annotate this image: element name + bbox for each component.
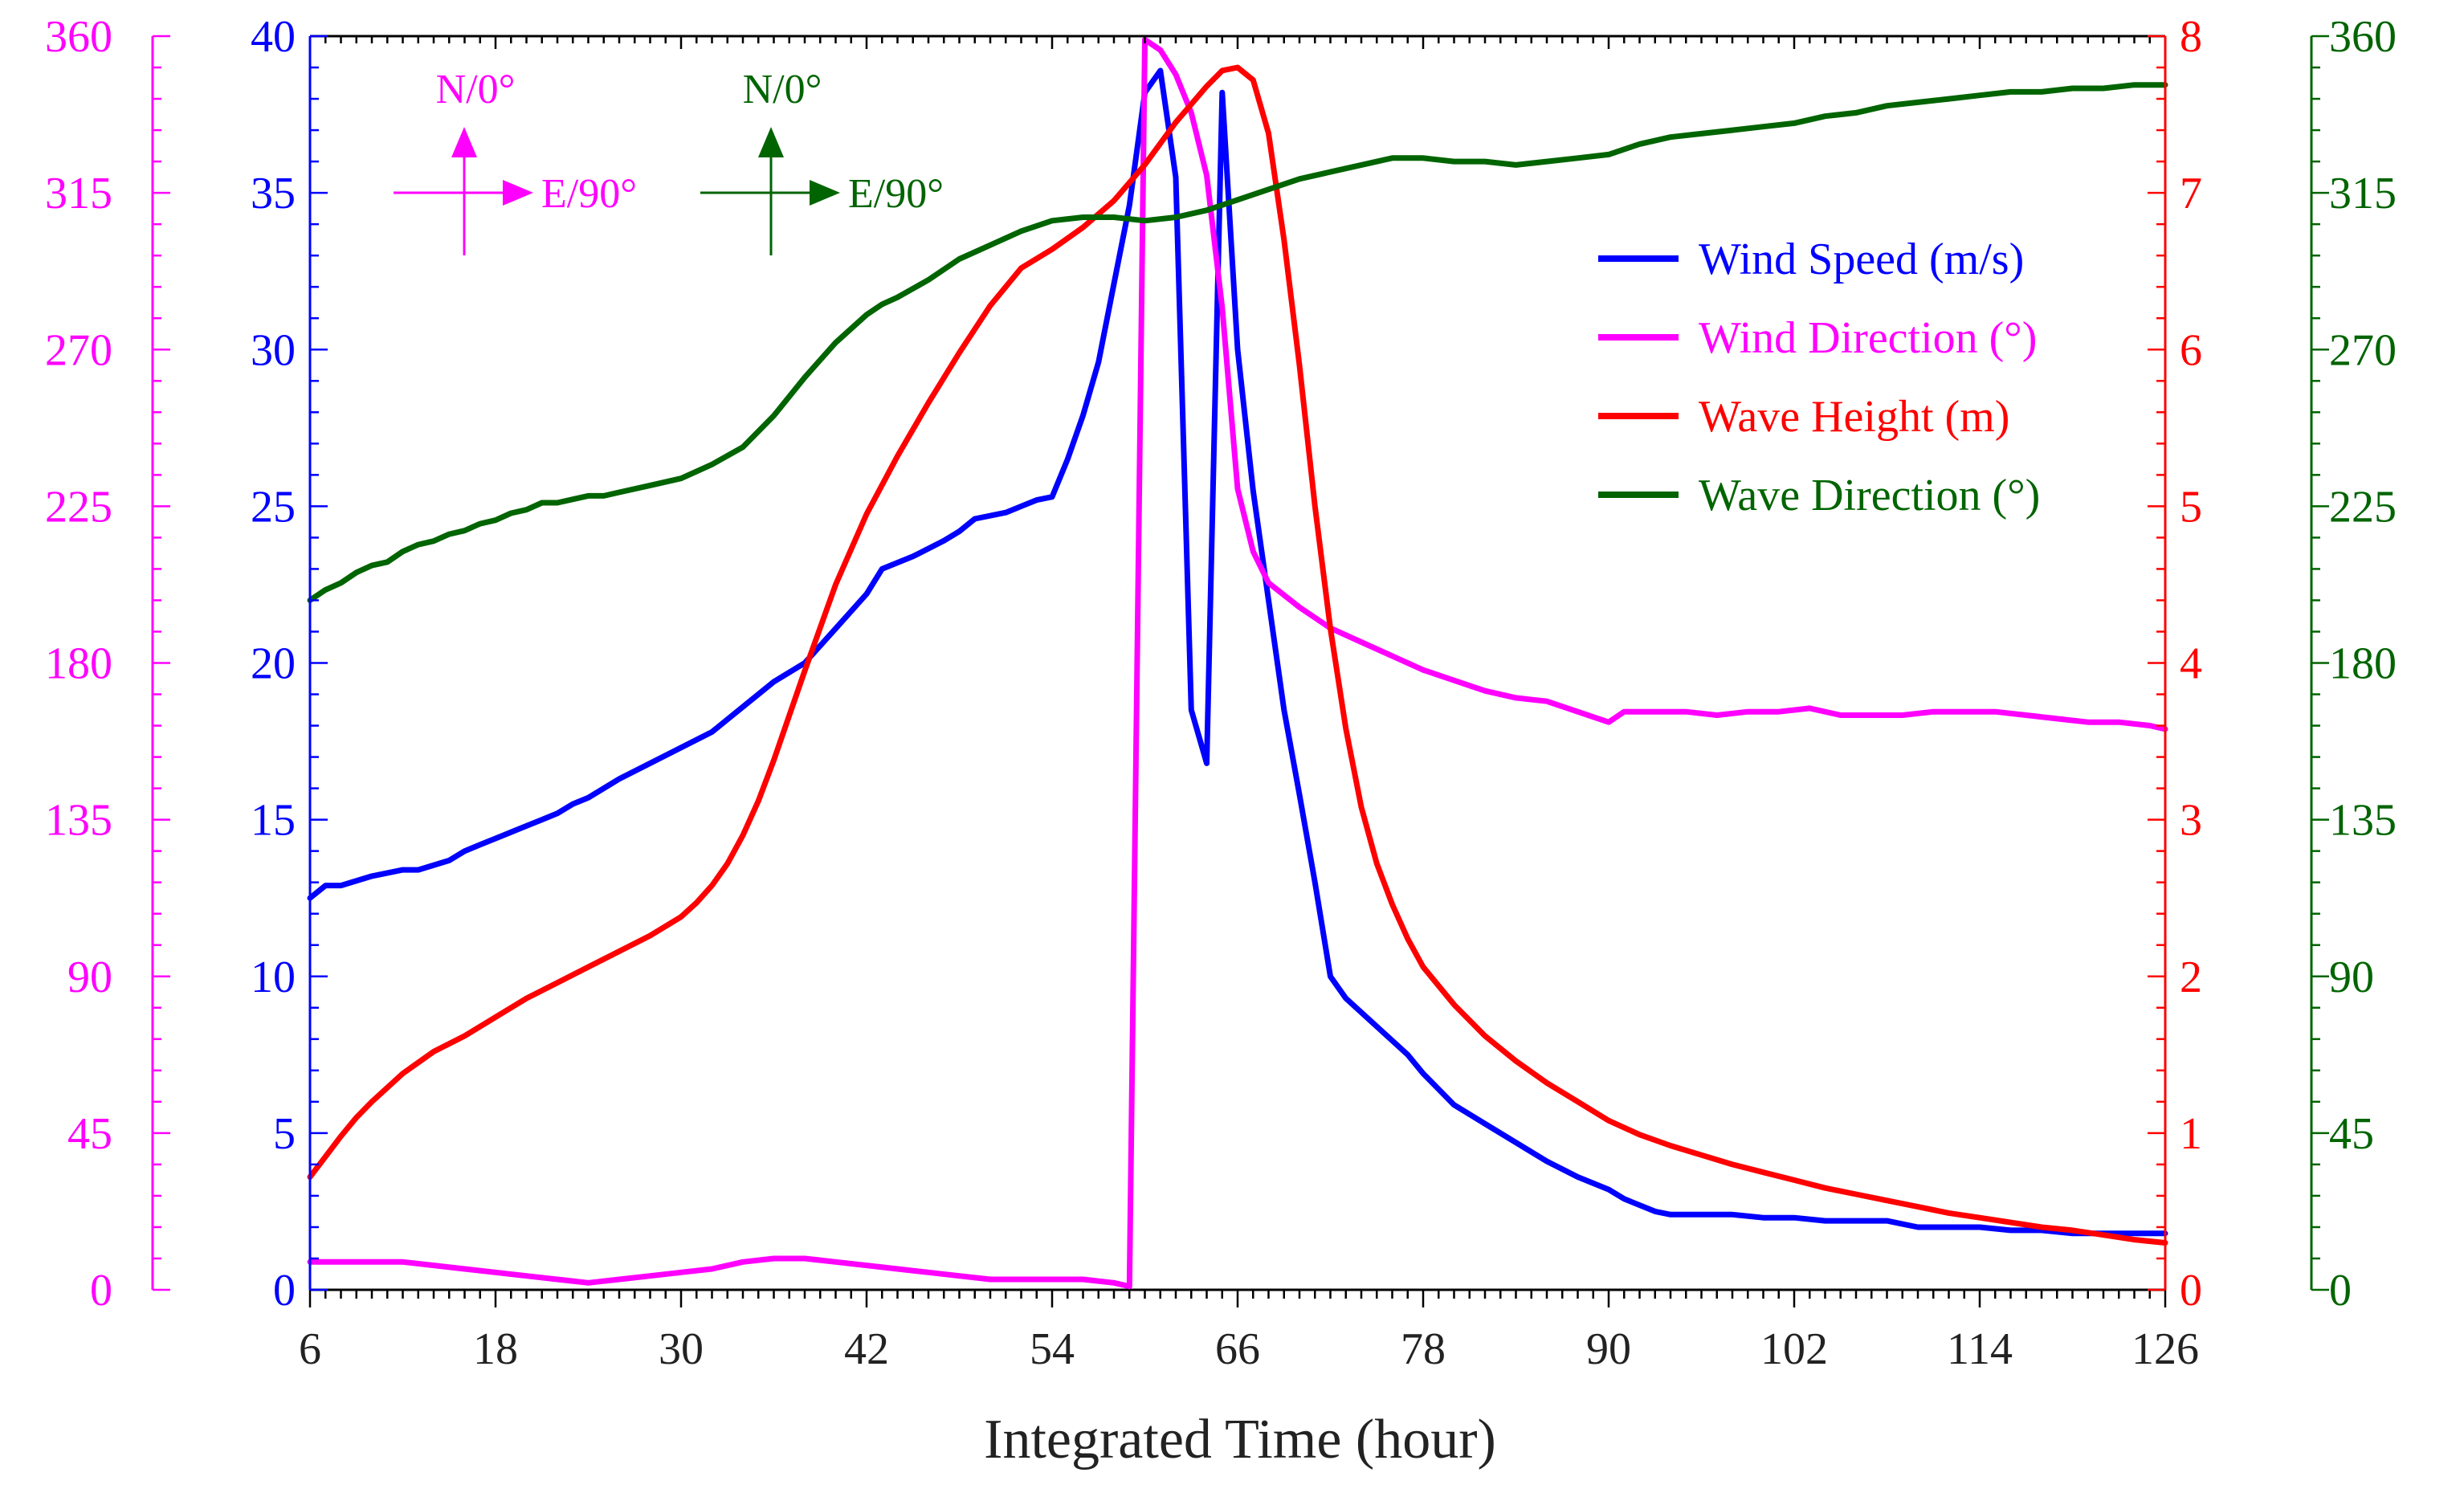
y-tick-label: 20 [251,639,296,689]
y-tick-label: 5 [2180,482,2202,532]
y-tick-label: 35 [251,169,296,218]
legend-entry: Wave Height (m) [1699,392,2009,442]
y-tick-label: 0 [90,1266,112,1316]
x-tick-label: 18 [473,1324,518,1374]
y-tick-label: 135 [2329,796,2397,846]
y-tick-label: 2 [2180,953,2202,1002]
east-arrow-icon [810,180,840,206]
y-tick-label: 45 [67,1109,112,1159]
y-tick-label: 45 [2329,1109,2374,1159]
north-label: N/0° [743,67,822,112]
wind-speed-axis: 0 5 10 15 20 25 30 35 40 [251,12,328,1316]
y-tick-label: 315 [2329,169,2397,218]
x-tick-label: 78 [1401,1324,1446,1374]
series-line-wind-speed [307,67,2168,1237]
y-tick-label: 3 [2180,796,2202,846]
legend-entry: Wind Direction (°) [1699,313,2037,363]
y-tick-label: 0 [2180,1266,2202,1316]
y-tick-label: 30 [251,325,296,375]
legend-entry: Wind Speed (m/s) [1699,235,2024,284]
compass-indicators: N/0° E/90° N/0° E/90° [394,67,944,255]
y-tick-label: 10 [251,953,296,1002]
axes-layer: 6 18 30 42 54 66 78 90 102 114 1260510152025303540… [45,12,2397,1374]
east-arrow-icon [503,180,533,206]
y-tick-label: 15 [251,796,296,846]
y-tick-label: 315 [45,169,112,218]
y-tick-label: 270 [2329,325,2397,375]
series-line-wind-direction [307,36,2168,1290]
y-tick-label: 180 [2329,639,2397,689]
y-tick-label: 8 [2180,12,2202,62]
y-tick-label: 360 [45,12,112,62]
east-label: E/90° [848,171,944,217]
y-tick-label: 270 [45,325,112,375]
x-tick-label: 42 [844,1324,889,1374]
legend: Wind Speed (m/s) Wind Direction (°) Wave H… [1598,235,2040,520]
y-tick-label: 180 [45,639,112,689]
north-label: N/0° [436,67,516,112]
compass-wind: N/0° E/90° [394,67,637,255]
plot-frame [310,35,2165,1291]
y-tick-label: 135 [45,796,112,846]
y-tick-label: 4 [2180,639,2202,689]
compass-wave: N/0° E/90° [700,67,944,255]
y-tick-label: 360 [2329,12,2397,62]
y-tick-label: 0 [2329,1266,2352,1316]
y-tick-label: 225 [2329,482,2397,532]
wind-direction-axis: 0 45 90 135 180 225 270 315 360 [45,12,170,1316]
series-line-wave-direction [307,82,2168,603]
y-tick-label: 25 [251,482,296,532]
y-tick-label: 1 [2180,1109,2202,1159]
x-tick-label: 30 [659,1324,704,1374]
x-tick-label: 54 [1030,1324,1075,1374]
y-tick-label: 225 [45,482,112,532]
y-tick-label: 90 [67,953,112,1002]
y-tick-label: 90 [2329,953,2374,1002]
x-tick-label: 90 [1586,1324,1631,1374]
east-label: E/90° [541,171,637,217]
x-tick-label: 66 [1215,1324,1260,1374]
y-tick-label: 40 [251,12,296,62]
wave-height-axis: 0 1 2 3 4 5 6 7 8 [2148,12,2202,1316]
x-tick-label: 102 [1760,1324,1828,1374]
series-layer [307,36,2168,1290]
x-axis-title: Integrated Time (hour) [984,1409,1496,1471]
y-tick-label: 0 [273,1266,296,1316]
y-tick-label: 6 [2180,325,2202,375]
series-line-wave-height [307,64,2168,1246]
legend-entry: Wave Direction (°) [1699,471,2040,520]
x-tick-label: 114 [1947,1324,2013,1374]
y-tick-label: 5 [273,1109,296,1159]
north-arrow-icon [758,127,784,157]
wave-direction-axis: 0 45 90 135 180 225 270 315 360 [2310,12,2397,1316]
y-tick-label: 7 [2180,169,2202,218]
north-arrow-icon [451,127,477,157]
x-tick-label: 6 [299,1324,321,1374]
x-tick-label: 126 [2132,1324,2199,1374]
